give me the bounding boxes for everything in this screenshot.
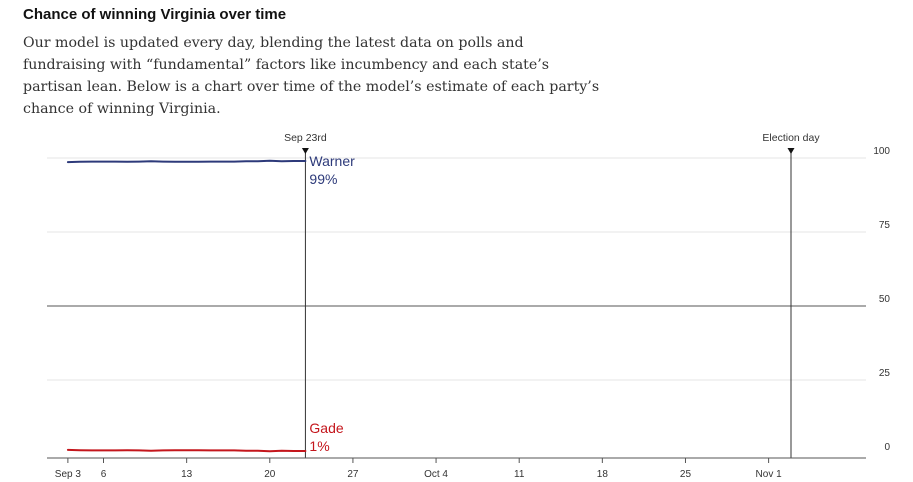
x-tick-label-3: 20	[264, 469, 276, 480]
x-tick-label-5: Oct 4	[424, 469, 448, 480]
x-tick-label-9: Nov 1	[756, 469, 783, 480]
y-tick-label-75: 75	[879, 220, 891, 231]
x-tick-label-4: 27	[347, 469, 359, 480]
series-name-label-warner: Warner	[309, 153, 355, 169]
series-value-label-gade: 1%	[309, 438, 329, 454]
x-tick-label-0: Sep 3	[55, 469, 82, 480]
x-tick-label-1: 6	[101, 469, 107, 480]
x-tick-label-6: 11	[514, 469, 525, 480]
chart-title: Chance of winning Virginia over time	[23, 6, 287, 23]
x-tick-label-2: 13	[181, 469, 193, 480]
series-value-label-warner: 99%	[309, 171, 337, 187]
series-line-gade	[66, 448, 307, 453]
grid-layer: 0 25 50 75 100	[47, 146, 890, 453]
marker-arrow-1	[787, 148, 795, 154]
marker-label-1: Election day	[762, 132, 820, 144]
chart-subtitle: Our model is updated every day, blending…	[23, 35, 600, 117]
y-tick-label-0: 0	[884, 442, 890, 453]
series-name-label-gade: Gade	[309, 420, 343, 436]
y-tick-label-50: 50	[879, 294, 891, 305]
series-layer	[66, 159, 307, 453]
x-axis: Sep 3 6 13 20 27 Oct 4 11 18 25 Nov 1	[47, 457, 866, 480]
y-tick-label-100: 100	[873, 146, 890, 157]
marker-label-0: Sep 23rd	[284, 132, 327, 144]
x-tick-label-7: 18	[597, 469, 609, 480]
marker-arrow-0	[301, 148, 309, 154]
x-tick-label-8: 25	[680, 469, 692, 480]
series-line-warner	[66, 159, 307, 164]
series-labels: Warner 99% Gade 1%	[309, 153, 355, 454]
marker-layer: Sep 23rd Election day	[284, 132, 820, 458]
y-tick-label-25: 25	[879, 368, 891, 379]
